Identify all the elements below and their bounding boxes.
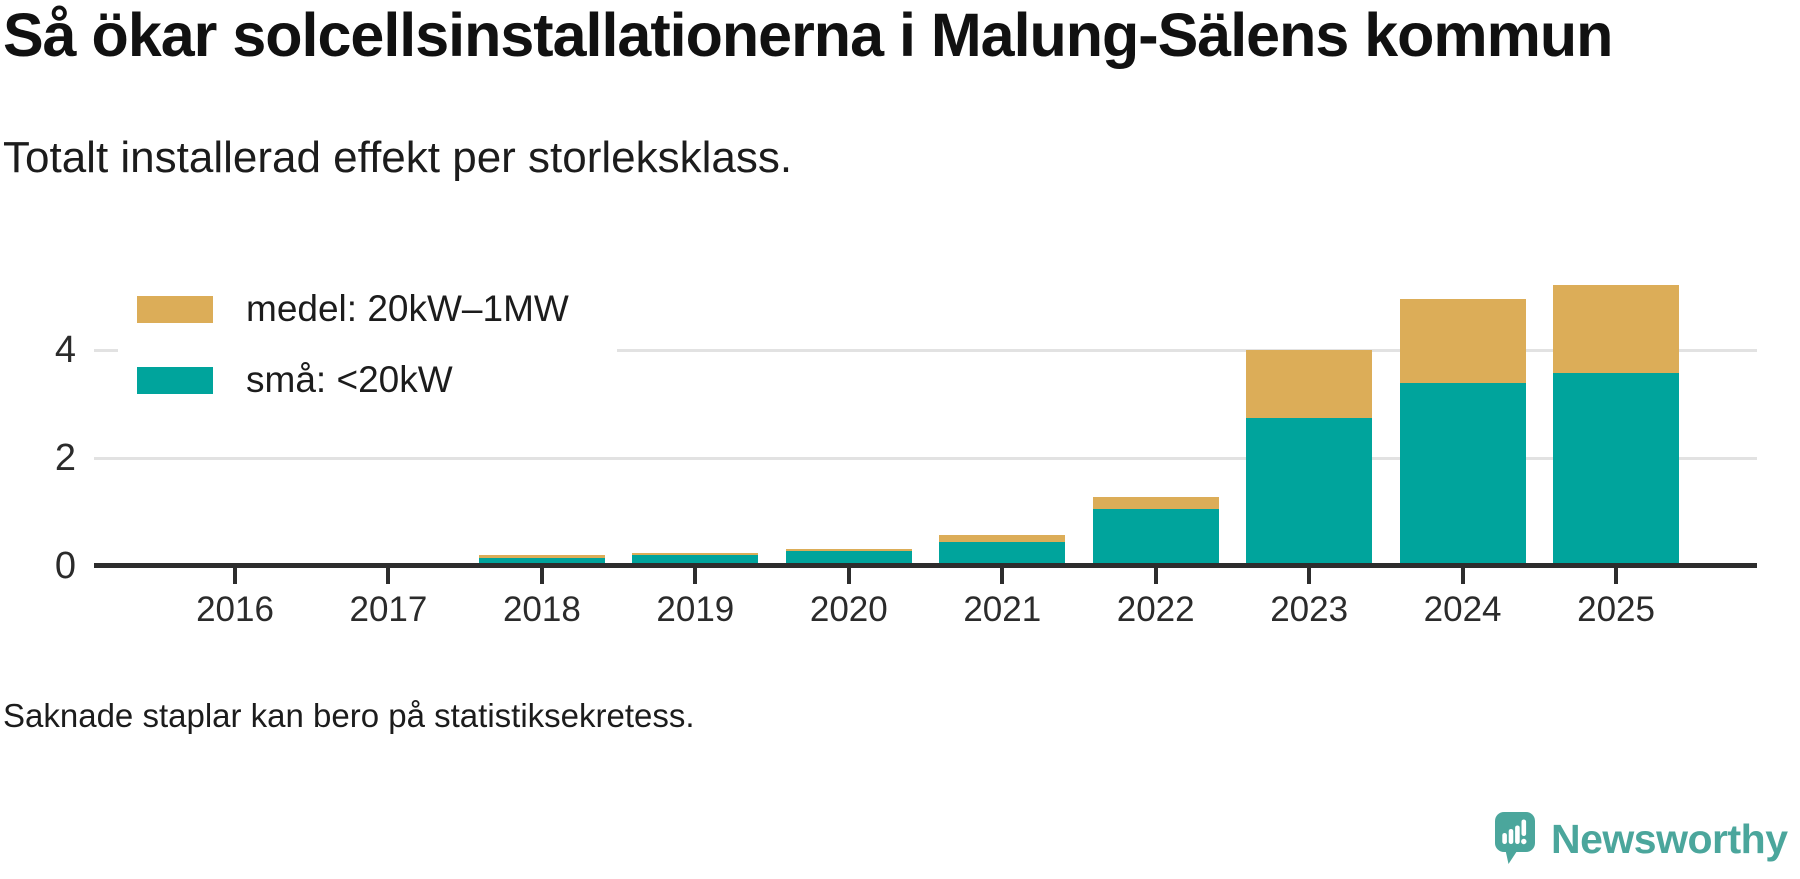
y-tick-label-4: 4 <box>54 329 76 371</box>
x-tick-label-2022: 2022 <box>1116 590 1195 629</box>
legend: medel: 20kW–1MW små: <20kW <box>118 268 617 423</box>
brand-name: Newsworthy <box>1551 815 1788 862</box>
chart-footnote: Saknade staplar kan bero på statistiksek… <box>3 697 695 734</box>
x-tick-label-2021: 2021 <box>963 590 1042 629</box>
gridline-y2 <box>94 457 1757 460</box>
x-tick-2023 <box>1307 568 1312 584</box>
x-tick-label-2017: 2017 <box>349 590 428 629</box>
bar-2019-sma <box>632 554 759 566</box>
bar-2025-medel <box>1553 285 1680 374</box>
bar-2023-sma <box>1246 418 1373 566</box>
newsworthy-brand-link[interactable]: Newsworthy <box>1495 812 1788 866</box>
bar-2024-sma <box>1399 382 1526 566</box>
x-tick-label-2023: 2023 <box>1270 590 1349 629</box>
x-tick-label-2018: 2018 <box>502 590 581 629</box>
page-title: Så ökar solcellsinstallationerna i Malun… <box>3 1 1613 69</box>
x-tick-label-2020: 2020 <box>809 590 888 629</box>
bar-2021-medel <box>939 535 1066 543</box>
bar-2019-medel <box>632 553 759 555</box>
x-tick-2024 <box>1460 568 1465 584</box>
bar-2023-medel <box>1246 350 1373 419</box>
bar-2024-medel <box>1399 299 1526 383</box>
x-tick-2020 <box>846 568 851 584</box>
bar-2020-sma <box>785 550 912 566</box>
bar-2022-sma <box>1092 508 1219 566</box>
bar-2018-medel <box>478 555 605 559</box>
y-tick-label-2: 2 <box>54 437 76 479</box>
x-tick-2019 <box>693 568 698 584</box>
gridline-y4 <box>94 349 1757 352</box>
x-tick-2018 <box>539 568 544 584</box>
legend-swatch-sma <box>137 366 213 394</box>
x-tick-2022 <box>1153 568 1158 584</box>
x-axis-line <box>94 563 1757 568</box>
plot-area: 0 2 4 2016 2017 2018 2019 2020 2021 2022 2023 2024 2… <box>55 242 1757 629</box>
x-tick-2021 <box>1000 568 1005 584</box>
chart-subtitle: Totalt installerad effekt per storlekskl… <box>3 133 793 182</box>
bar-2020-medel <box>785 549 912 551</box>
bar-2022-medel <box>1092 496 1219 509</box>
x-tick-2025 <box>1614 568 1619 584</box>
bar-2018-sma <box>478 558 605 566</box>
x-tick-label-2024: 2024 <box>1423 590 1502 629</box>
bar-2021-sma <box>939 542 1066 566</box>
x-tick-2016 <box>233 568 237 584</box>
legend-swatch-medel <box>137 295 213 323</box>
bar-2025-sma <box>1553 373 1680 566</box>
x-tick-label-2016: 2016 <box>196 590 274 629</box>
x-tick-label-2019: 2019 <box>656 590 735 629</box>
legend-item-medel: medel: 20kW–1MW <box>137 288 617 330</box>
y-tick-label-0: 0 <box>54 545 76 587</box>
x-tick-2017 <box>386 568 391 584</box>
legend-label-sma: små: <20kW <box>246 359 453 400</box>
x-tick-label-2025: 2025 <box>1577 590 1655 629</box>
legend-item-sma: små: <20kW <box>137 359 617 401</box>
newsworthy-logo-icon <box>1495 812 1535 864</box>
legend-label-medel: medel: 20kW–1MW <box>246 288 569 329</box>
